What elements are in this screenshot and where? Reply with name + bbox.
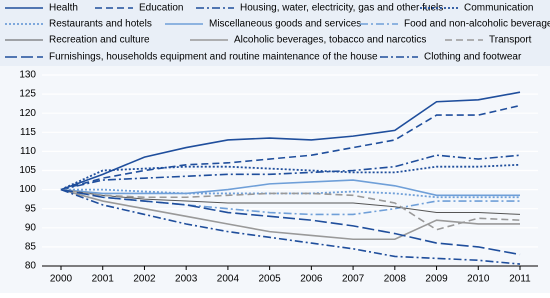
series-line xyxy=(60,104,521,191)
y-tick-label: 105 xyxy=(19,165,36,176)
y-tick-label: 115 xyxy=(20,127,36,138)
series-line xyxy=(60,188,520,216)
x-tick-label: 2011 xyxy=(509,274,531,285)
series-line xyxy=(60,188,521,265)
series-line xyxy=(60,188,521,231)
series-line xyxy=(60,163,521,191)
y-tick-label: 85 xyxy=(25,242,37,253)
legend-label: Clothing and footwear xyxy=(424,52,522,63)
legend-label: Communication xyxy=(464,3,533,14)
y-tick-label: 120 xyxy=(19,108,36,119)
x-tick-label: 2008 xyxy=(384,274,407,285)
series-line xyxy=(60,188,521,256)
x-tick-label: 2003 xyxy=(175,274,198,285)
legend-label: Recreation and culture xyxy=(49,35,150,46)
series-line xyxy=(60,179,520,197)
series-line xyxy=(60,154,521,191)
series-line xyxy=(60,91,521,191)
series-line xyxy=(61,188,520,199)
y-tick-label: 130 xyxy=(19,70,36,81)
y-tick-label: 80 xyxy=(25,261,37,272)
x-tick-label: 2002 xyxy=(133,274,156,285)
series-line xyxy=(60,189,521,215)
series-line xyxy=(60,188,520,241)
legend-label: Alcoholic beverages, tobacco and narcoti… xyxy=(234,35,426,46)
legend-label: Miscellaneous goods and services xyxy=(209,19,361,30)
x-tick-label: 2010 xyxy=(467,274,490,285)
legend-label: Health xyxy=(49,3,78,14)
x-tick-label: 2001 xyxy=(92,274,115,285)
x-tick-label: 2004 xyxy=(217,274,240,285)
x-tick-label: 2000 xyxy=(50,274,73,285)
legend-background xyxy=(0,0,550,66)
x-tick-label: 2007 xyxy=(342,274,365,285)
legend-label: Furnishings, households equipment and ro… xyxy=(49,52,378,63)
y-tick-label: 125 xyxy=(19,89,36,100)
y-tick-label: 110 xyxy=(20,146,36,157)
legend-label: Housing, water, electricity, gas and oth… xyxy=(240,3,443,14)
legend-label: Education xyxy=(139,3,183,14)
legend-label: Restaurants and hotels xyxy=(49,19,152,30)
x-tick-label: 2006 xyxy=(300,274,323,285)
plot-background xyxy=(0,66,550,293)
legend-label: Food and non-alcoholic beverages xyxy=(404,19,550,30)
x-tick-label: 2005 xyxy=(259,274,282,285)
x-tick-label: 2009 xyxy=(425,274,448,285)
y-tick-label: 100 xyxy=(19,184,36,195)
legend-label: Transport xyxy=(489,35,532,46)
y-tick-label: 95 xyxy=(25,203,37,214)
y-tick-label: 90 xyxy=(25,222,37,233)
